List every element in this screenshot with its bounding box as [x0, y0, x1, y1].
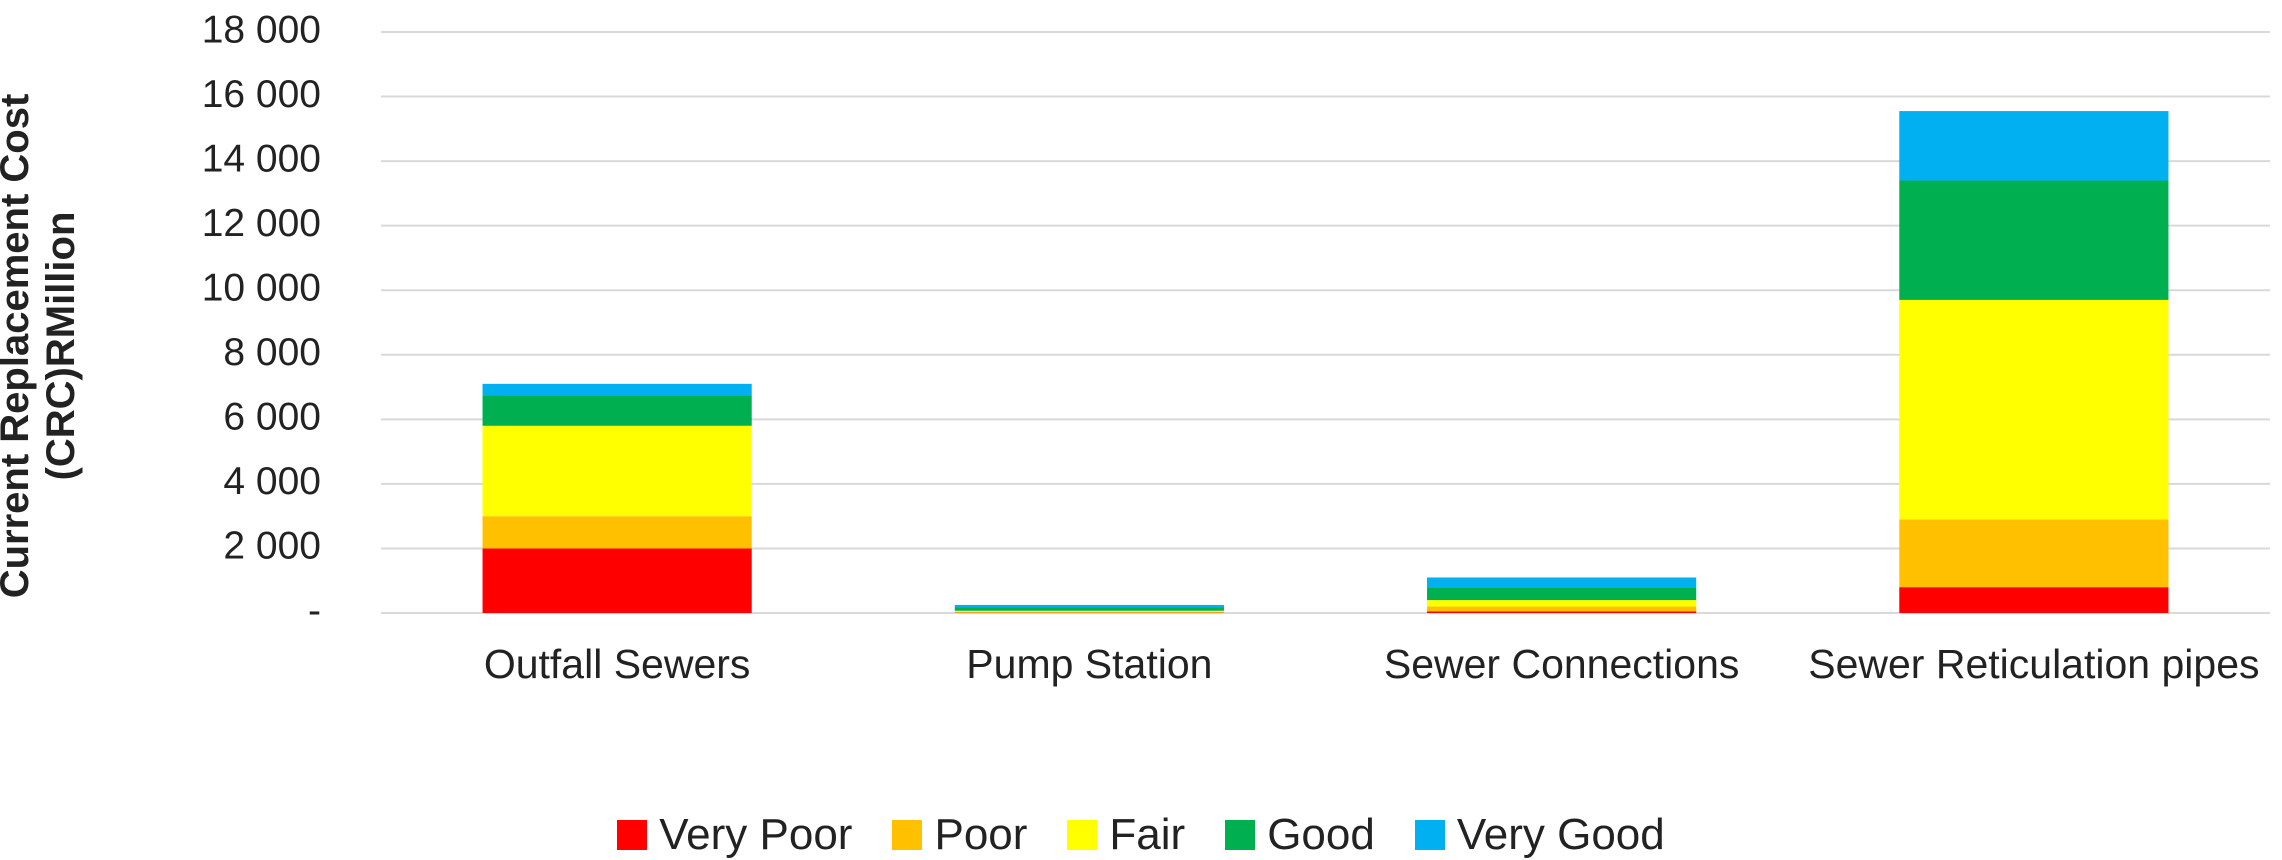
- legend-item: Good: [1225, 810, 1375, 860]
- legend-item: Fair: [1067, 810, 1185, 860]
- bar-segment: [1427, 611, 1696, 613]
- legend-label: Poor: [934, 810, 1027, 860]
- y-tick-label: -: [308, 589, 321, 632]
- bar-segment: [1427, 607, 1696, 612]
- bar-segment: [955, 605, 1224, 608]
- bar-segment: [1899, 111, 2168, 180]
- bar-segment: [1899, 519, 2168, 587]
- y-tick-label: 6 000: [223, 396, 321, 439]
- y-tick-label: 14 000: [202, 137, 321, 180]
- legend-item: Very Poor: [617, 810, 852, 860]
- legend-item: Very Good: [1415, 810, 1665, 860]
- bar-segment: [483, 516, 752, 548]
- y-tick-label: 18 000: [202, 8, 321, 51]
- bar-segment: [1427, 587, 1696, 600]
- bar-segment: [955, 612, 1224, 613]
- y-tick-label: 4 000: [223, 460, 321, 503]
- legend-swatch: [1415, 820, 1445, 850]
- bar-segment: [1899, 587, 2168, 613]
- legend-item: Poor: [892, 810, 1027, 860]
- bar-segment: [483, 384, 752, 395]
- legend: Very Poor Poor Fair Good Very Good: [0, 810, 2282, 860]
- x-tick-label: Pump Station: [853, 641, 1325, 687]
- bar-segment: [955, 608, 1224, 611]
- bar-segment: [1899, 300, 2168, 519]
- y-tick-label: 12 000: [202, 202, 321, 245]
- bar-segment: [1427, 577, 1696, 587]
- x-tick-label: Outfall Sewers: [381, 641, 853, 687]
- y-tick-label: 10 000: [202, 267, 321, 310]
- legend-label: Very Good: [1457, 810, 1665, 860]
- legend-swatch: [1225, 820, 1255, 850]
- bar-segment: [955, 611, 1224, 612]
- legend-label: Good: [1267, 810, 1375, 860]
- bar-segment: [483, 548, 752, 613]
- bar-segment: [1899, 180, 2168, 299]
- bar-segment: [1427, 600, 1696, 606]
- y-tick-label: 2 000: [223, 525, 321, 568]
- bar-segment: [483, 426, 752, 516]
- y-tick-label: 8 000: [223, 331, 321, 374]
- legend-label: Fair: [1109, 810, 1185, 860]
- legend-swatch: [617, 820, 647, 850]
- y-tick-label: 16 000: [202, 73, 321, 116]
- y-axis-title: Current Replacement Cost (CRC)RMillion: [0, 46, 84, 646]
- x-tick-label: Sewer Reticulation pipes: [1798, 641, 2270, 687]
- bar-segment: [483, 395, 752, 426]
- legend-swatch: [892, 820, 922, 850]
- legend-label: Very Poor: [659, 810, 852, 860]
- x-tick-label: Sewer Connections: [1326, 641, 1798, 687]
- legend-swatch: [1067, 820, 1097, 850]
